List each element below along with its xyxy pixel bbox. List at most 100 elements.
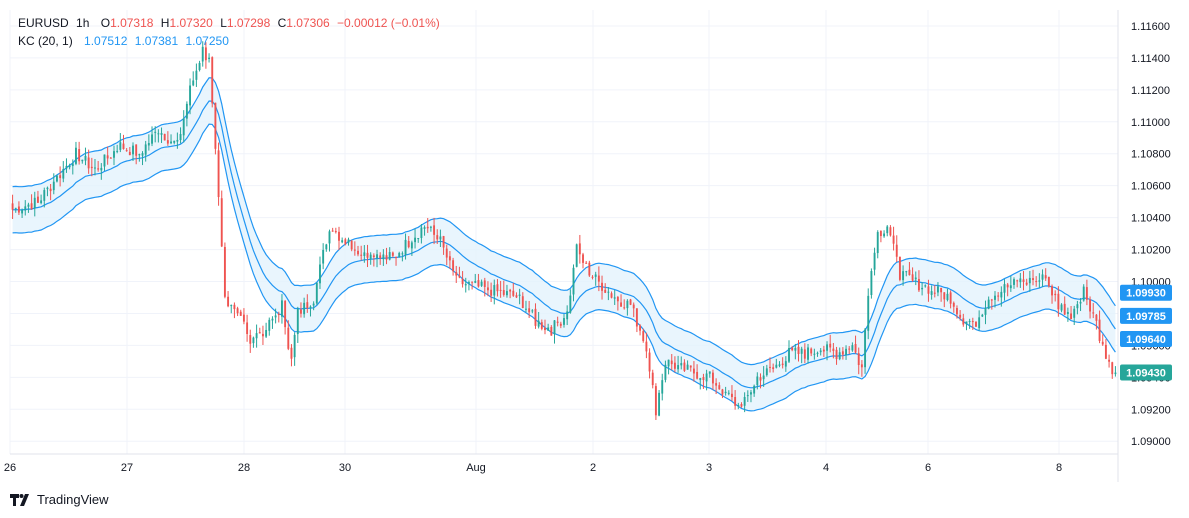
candle-body — [924, 285, 927, 287]
price-axis[interactable]: 1.11600 1.11400 1.11200 1.11000 1.10800 1.106… — [1131, 21, 1171, 448]
candle-body — [14, 207, 17, 209]
candle-body — [281, 300, 283, 317]
candle-body — [1092, 312, 1095, 314]
candle-body — [27, 204, 30, 207]
candle-body — [1095, 314, 1098, 321]
candle-body — [845, 348, 847, 355]
candle-body — [151, 134, 153, 144]
symbol-name[interactable]: EURUSD — [18, 16, 69, 30]
candle-body — [1073, 308, 1076, 318]
candle-body — [559, 323, 562, 326]
candle-body — [553, 320, 556, 335]
candle-body — [128, 151, 131, 156]
candle-body — [239, 311, 242, 316]
candle-body — [1035, 281, 1038, 283]
candle-body — [772, 367, 775, 370]
candle-body — [1028, 277, 1031, 284]
candle-body — [179, 134, 182, 141]
x-tick-label: 27 — [121, 462, 133, 474]
candle-body — [36, 196, 39, 203]
candle-body — [851, 345, 854, 351]
candle-body — [898, 256, 901, 280]
candle-body — [249, 335, 252, 344]
candle-body — [965, 321, 968, 325]
candle-body — [33, 197, 36, 209]
candle-body — [448, 256, 451, 261]
candle-body — [737, 404, 740, 407]
candle-body — [173, 140, 176, 143]
candle-body — [594, 274, 597, 277]
candle-body — [724, 391, 727, 394]
candle-body — [404, 239, 407, 255]
candle-body — [978, 317, 981, 329]
candle-body — [997, 295, 1000, 297]
candle-body — [331, 230, 334, 232]
candle-body — [84, 155, 87, 161]
candle-body — [540, 322, 543, 329]
keltner-legend[interactable]: KC (20, 1) 1.07512 1.07381 1.07250 — [18, 34, 233, 48]
candle-body — [455, 272, 458, 276]
x-tick-label: 3 — [706, 462, 712, 474]
candle-body — [683, 362, 686, 371]
candle-body — [864, 329, 867, 368]
candle-body — [52, 181, 55, 191]
candle-body — [673, 362, 676, 369]
candle-body — [1022, 279, 1025, 282]
candle-body — [879, 231, 882, 237]
candle-body — [981, 314, 984, 317]
candle-body — [1089, 299, 1092, 312]
candle-body — [661, 380, 664, 394]
candle-body — [176, 139, 179, 142]
kc-lower-value: 1.07250 — [185, 34, 229, 48]
x-tick-label: 30 — [339, 462, 351, 474]
candle-body — [147, 143, 150, 146]
candle-body — [654, 386, 657, 416]
candle-body — [807, 347, 809, 360]
candle-body — [1098, 319, 1101, 341]
candle-body — [322, 249, 325, 264]
candle-body — [632, 304, 635, 309]
candle-body — [499, 289, 502, 291]
candle-body — [813, 353, 816, 355]
candle-body — [106, 155, 109, 159]
candle-body — [534, 308, 537, 326]
candle-body — [410, 242, 413, 249]
ohlc-legend: EURUSD 1h O1.07318 H1.07320 L1.07298 C1.… — [18, 16, 444, 30]
candle-body — [512, 290, 515, 296]
interval[interactable]: 1h — [76, 16, 90, 30]
candle-body — [810, 348, 813, 354]
candle-body — [382, 254, 385, 260]
candle-body — [994, 295, 996, 300]
candle-body — [914, 277, 917, 280]
candle-body — [718, 385, 721, 390]
candle-body — [59, 175, 62, 179]
candle-body — [762, 375, 765, 380]
candle-body — [537, 320, 540, 327]
candle-body — [620, 302, 622, 307]
candle-body — [566, 311, 569, 320]
candle-body — [109, 157, 112, 159]
candle-body — [338, 231, 340, 241]
candle-body — [144, 144, 147, 155]
candle-body — [765, 368, 768, 376]
candle-body — [496, 284, 499, 292]
indicator-name[interactable]: KC (20, 1) — [18, 34, 73, 48]
candle-body — [826, 344, 828, 351]
plot-area[interactable] — [10, 10, 1118, 482]
candle-body — [490, 289, 493, 296]
candle-body — [1070, 313, 1072, 319]
candle-body — [610, 293, 613, 298]
time-axis[interactable]: 26 27 28 30 Aug 2 3 4 6 8 — [4, 462, 1062, 474]
tradingview-logo[interactable]: TradingView — [10, 492, 109, 507]
candle-body — [467, 282, 470, 284]
candle-body — [578, 243, 581, 255]
candle-body — [1101, 341, 1104, 345]
y-tick-label: 1.11200 — [1131, 85, 1170, 97]
candle-body — [635, 308, 638, 327]
candle-body — [43, 190, 46, 201]
candle-body — [883, 233, 886, 237]
candle-body — [658, 392, 661, 416]
candle-body — [350, 240, 353, 250]
candle-body — [623, 307, 626, 309]
